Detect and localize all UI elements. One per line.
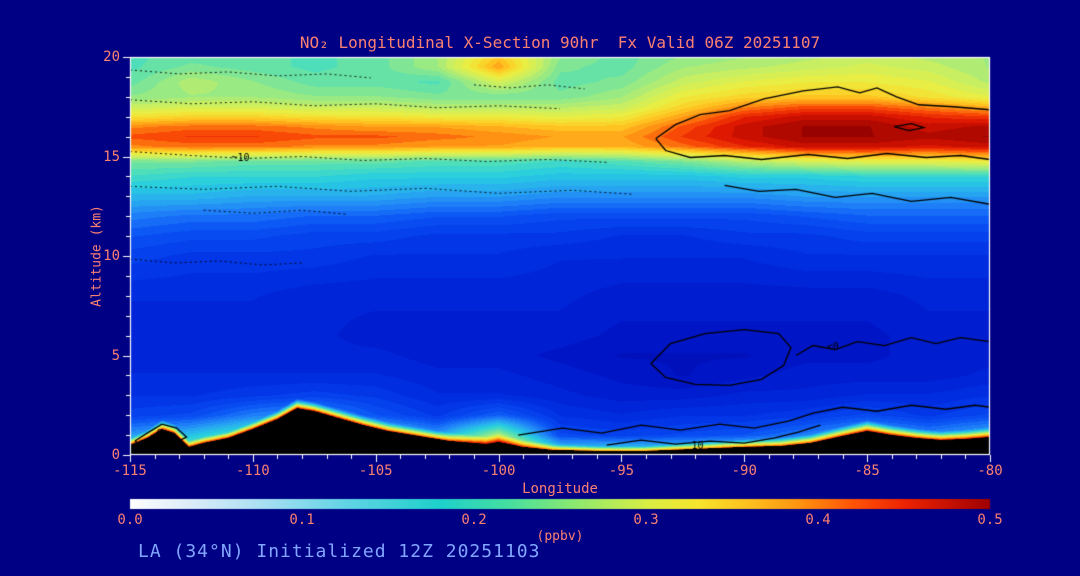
cbtick-label: 0.4 [805,512,831,528]
cbtick-label: 0.2 [461,512,487,528]
xtick-label: -80 [977,463,1003,479]
ytick-label: 10 [103,248,120,264]
xtick-label: -90 [731,463,757,479]
xtick-label: -95 [608,463,635,479]
plot-title: NO₂ Longitudinal X-Section 90hr Fx Valid… [299,33,821,52]
ytick-label: 5 [111,347,120,364]
xtick-label: -85 [854,463,880,479]
cbtick-label: 0.3 [633,512,659,528]
xtick-label: -110 [235,463,270,479]
ytick-label: 20 [103,49,120,65]
init-annotation: LA (34°N) Initialized 12Z 20251103 [138,541,541,562]
x-axis-title: Longitude [522,481,598,497]
cbtick-label: 0.1 [289,512,315,528]
cbtick-label: 0.0 [117,512,143,528]
ytick-label: 15 [103,148,120,165]
xtick-label: -115 [113,463,147,479]
ytick-label: 0 [111,447,120,463]
xtick-label: -100 [481,463,516,479]
cbtick-label: 0.5 [977,512,1003,528]
colorbar-units-label: (ppbv) [536,529,584,544]
xtick-label: -105 [358,463,393,479]
